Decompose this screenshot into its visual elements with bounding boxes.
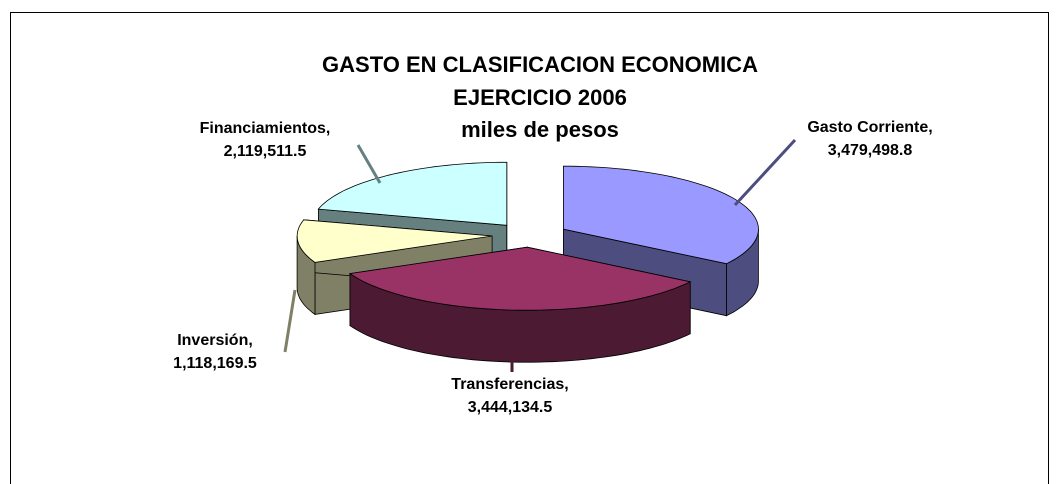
value-label: 3,479,498.8	[828, 142, 913, 159]
slice-top	[348, 246, 692, 311]
value-label: 3,444,134.5	[468, 399, 553, 416]
leader-line	[283, 289, 297, 353]
category-label: Gasto Corriente,	[807, 119, 932, 136]
slice-top	[563, 165, 759, 265]
chart-title: EJERCICIO 2006	[453, 85, 627, 110]
value-label: 1,118,169.5	[173, 355, 257, 372]
category-label: Financiamientos,	[200, 120, 331, 137]
category-label: Inversión,	[177, 332, 253, 349]
pie-slice	[348, 246, 692, 363]
chart-title: GASTO EN CLASIFICACION ECONOMICA	[322, 52, 758, 77]
category-label: Transferencias,	[451, 376, 568, 393]
slice-top	[296, 219, 493, 263]
leader-line	[356, 144, 382, 184]
value-label: 2,119,511.5	[224, 143, 307, 160]
leader-line	[733, 138, 797, 207]
chart-subtitle: miles de pesos	[461, 117, 619, 142]
slice-top	[317, 161, 508, 226]
